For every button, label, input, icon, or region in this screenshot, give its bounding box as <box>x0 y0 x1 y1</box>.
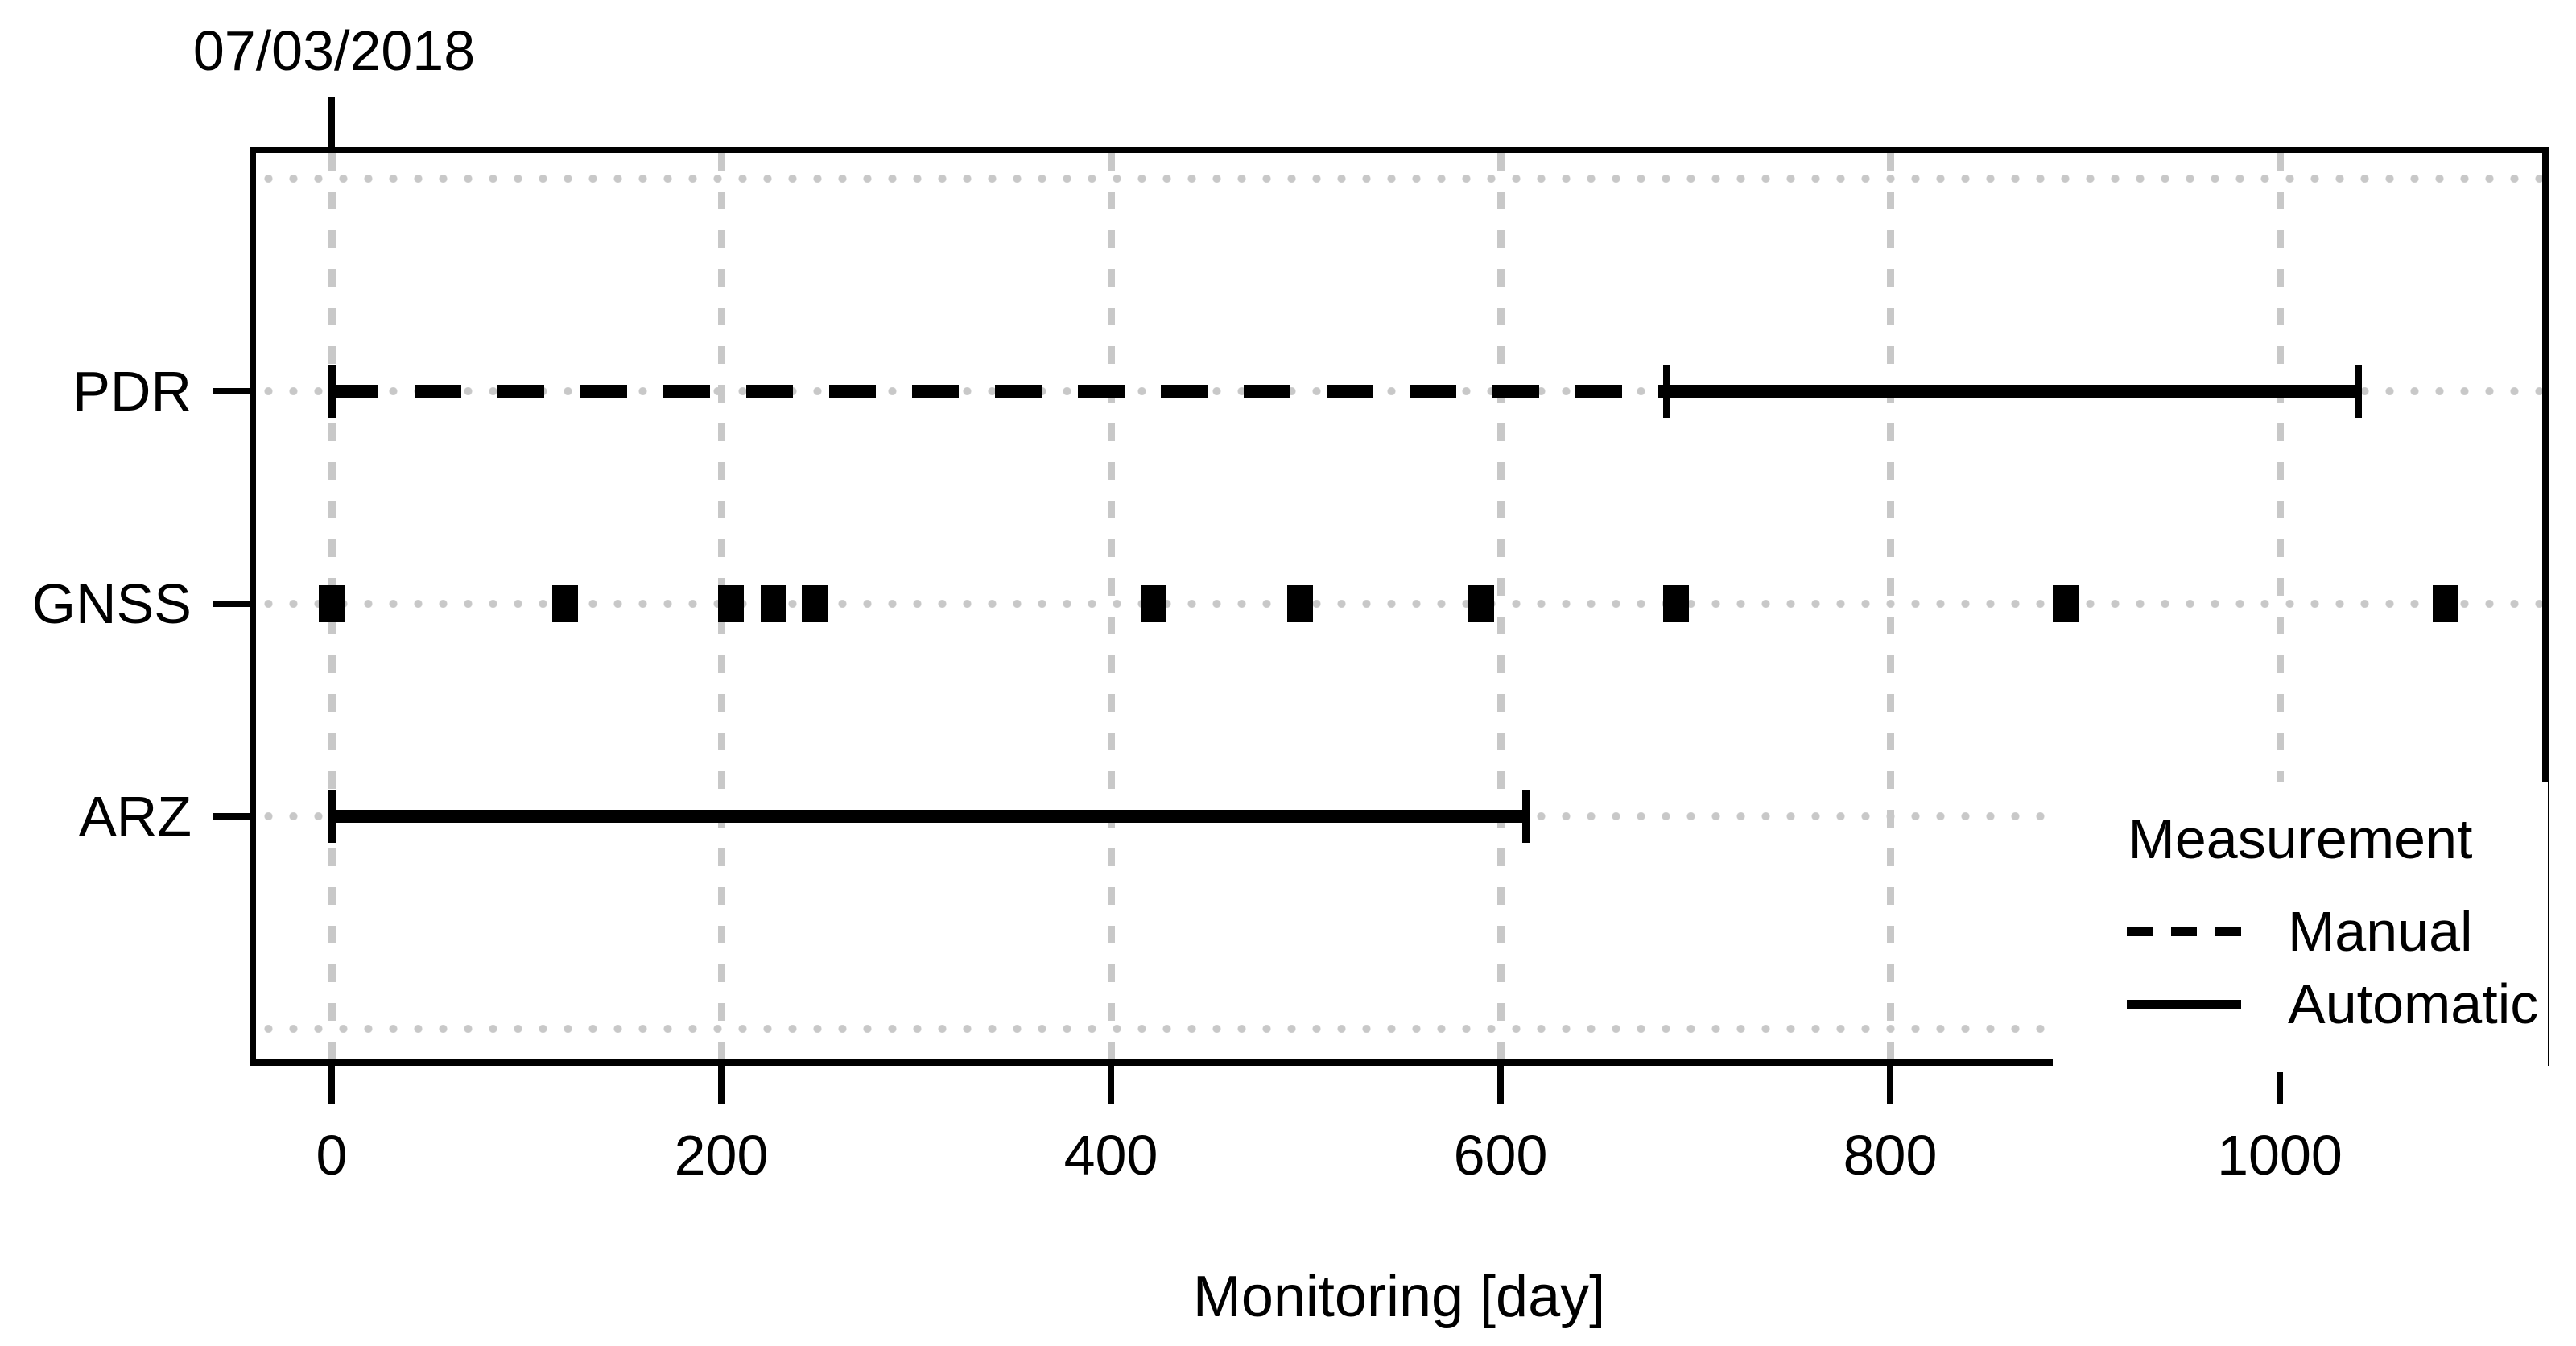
x-axis-tick <box>1108 1066 1114 1104</box>
legend-solid-line-sample <box>2127 1000 2241 1009</box>
arz-end-tick <box>1522 790 1530 843</box>
arz-end-tick <box>328 790 336 843</box>
x-axis-title: Monitoring [day] <box>1192 1265 1606 1329</box>
horizontal-gridline <box>256 175 2542 183</box>
x-tick-label: 600 <box>1453 1124 1548 1187</box>
pdr-end-tick <box>328 365 336 418</box>
legend-item-automatic: Automatic <box>2288 972 2539 1035</box>
gnss-point-marker <box>552 585 579 622</box>
x-axis-tick <box>328 1066 335 1104</box>
y-axis-tick <box>213 388 250 394</box>
pdr-end-tick <box>2354 365 2362 418</box>
x-axis-tick <box>1497 1066 1504 1104</box>
date-annotation-tick <box>328 97 335 147</box>
vertical-gridline <box>1497 153 1505 1059</box>
gnss-point-marker <box>1662 585 1689 622</box>
vertical-gridline <box>1108 153 1115 1059</box>
gnss-point-marker <box>1141 585 1167 622</box>
x-tick-label: 200 <box>674 1124 769 1187</box>
gnss-point-marker <box>2432 585 2458 622</box>
horizontal-gridline <box>256 1025 2542 1033</box>
pdr-end-tick <box>1662 365 1670 418</box>
gnss-point-marker <box>2052 585 2079 622</box>
y-row-label: ARZ <box>79 785 192 848</box>
y-axis-tick <box>213 601 250 607</box>
y-axis-tick <box>213 813 250 820</box>
pdr-manual-line <box>332 385 1666 398</box>
y-row-label: GNSS <box>31 572 192 635</box>
gnss-point-marker <box>1468 585 1494 622</box>
pdr-automatic-line <box>1666 385 2358 398</box>
vertical-gridline <box>1887 153 1894 1059</box>
vertical-gridline <box>2277 153 2284 1059</box>
gnss-point-marker <box>802 585 828 622</box>
gnss-point-marker <box>761 585 787 622</box>
x-axis-tick <box>2277 1066 2283 1104</box>
legend-dashed-line-sample <box>2127 927 2241 936</box>
y-row-label: PDR <box>72 360 192 423</box>
legend: Measurement Manual Automatic <box>2053 782 2548 1072</box>
start-date-annotation: 07/03/2018 <box>192 19 476 82</box>
x-axis-tick <box>1887 1066 1893 1104</box>
plot-box-border <box>250 147 2549 1066</box>
horizontal-gridline <box>256 600 2542 608</box>
gnss-point-marker <box>718 585 745 622</box>
x-tick-label: 1000 <box>2217 1124 2343 1187</box>
x-tick-label: 400 <box>1063 1124 1158 1187</box>
x-tick-label: 800 <box>1843 1124 1938 1187</box>
legend-item-manual: Manual <box>2288 900 2473 963</box>
x-tick-label: 0 <box>316 1124 348 1187</box>
arz-automatic-line <box>332 810 1526 823</box>
x-axis-tick <box>718 1066 724 1104</box>
gnss-point-marker <box>1286 585 1313 622</box>
gnss-point-marker <box>319 585 345 622</box>
legend-title: Measurement <box>2128 807 2473 870</box>
